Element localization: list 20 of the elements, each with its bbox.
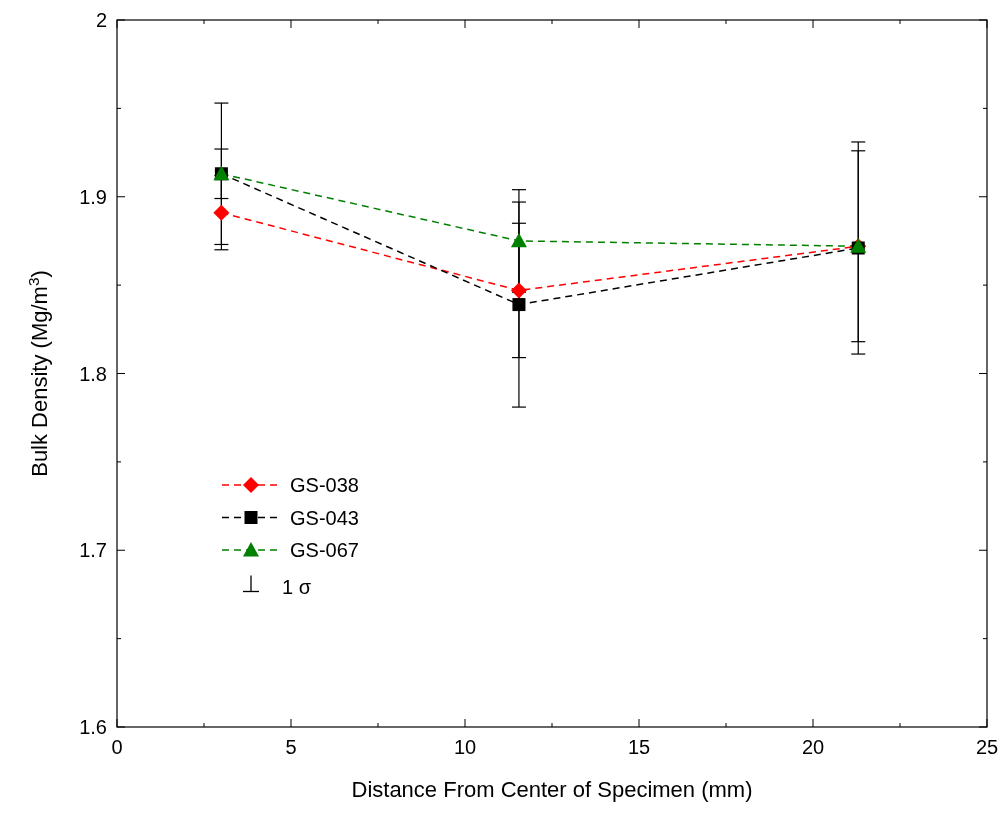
legend-label: GS-043: [290, 506, 359, 529]
x-tick-label: 10: [453, 736, 477, 758]
x-tick-label: 5: [285, 736, 297, 758]
y-tick-label: 2: [95, 9, 107, 31]
y-tick-label: 1.7: [79, 539, 107, 562]
y-tick-label: 1.8: [79, 362, 107, 385]
x-tick-label: 15: [627, 736, 651, 758]
point: [510, 232, 527, 248]
point: [510, 282, 527, 299]
point: [213, 204, 230, 221]
y-tick-label: 1.6: [79, 716, 107, 738]
legend-label: GS-038: [290, 474, 359, 496]
x-tick-label: 25: [975, 736, 999, 758]
annotation: 1 σ: [282, 575, 312, 598]
x-axis-title: Distance From Center of Specimen (mm): [351, 777, 753, 802]
y-tick-label: 1.9: [79, 185, 107, 208]
point: [512, 298, 526, 312]
x-tick-label: 20: [801, 736, 825, 758]
x-tick-label: 0: [111, 736, 123, 758]
legend-label: GS-067: [290, 539, 359, 561]
